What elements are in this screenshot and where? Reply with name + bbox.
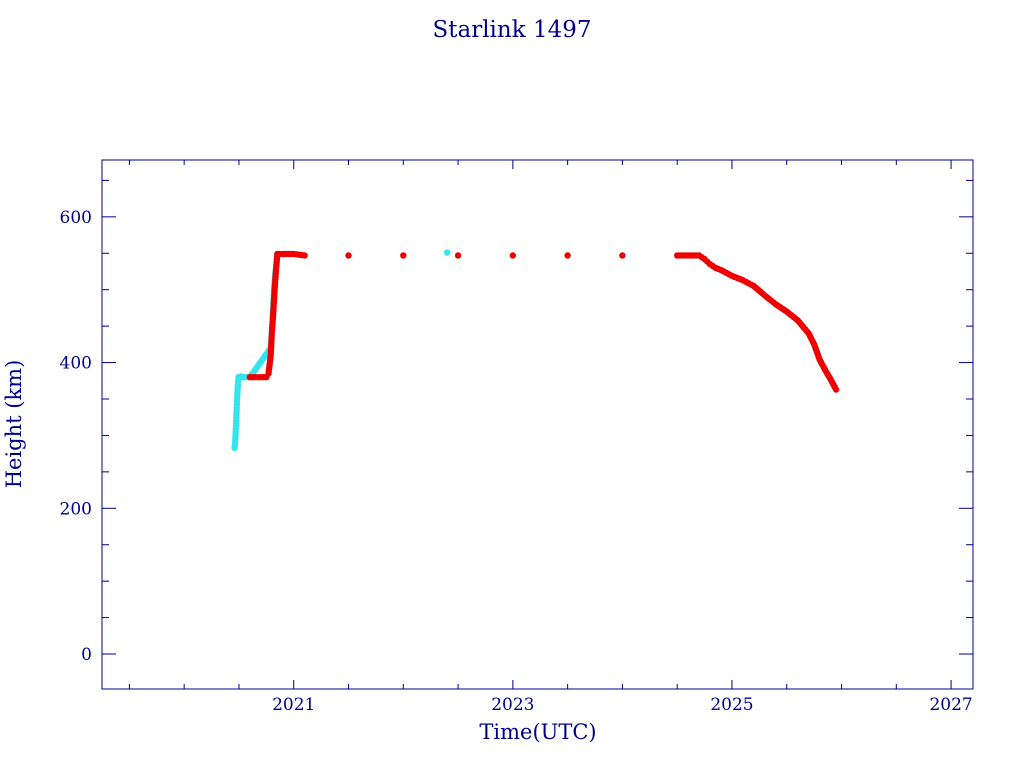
series-group xyxy=(231,249,451,452)
series-group xyxy=(246,250,840,393)
y-tick-label: 200 xyxy=(60,499,92,519)
data-point xyxy=(400,252,407,259)
data-point xyxy=(443,249,451,256)
axis-ticks xyxy=(102,160,973,689)
chart-title: Starlink 1497 xyxy=(432,17,591,43)
y-axis-label: Height (km) xyxy=(2,360,26,489)
tick-labels: 2021 2023 2025 2027 0 200 400 600 xyxy=(60,208,973,715)
data-point xyxy=(619,252,626,259)
y-tick-label: 0 xyxy=(81,645,92,665)
data-point xyxy=(832,386,840,393)
data-point xyxy=(564,252,571,259)
x-tick-label: 2023 xyxy=(491,695,534,715)
plot-frame xyxy=(101,159,974,690)
x-tick-label: 2027 xyxy=(929,695,972,715)
x-axis-label: Time(UTC) xyxy=(479,720,596,744)
x-tick-label: 2021 xyxy=(272,695,315,715)
x-tick-label: 2025 xyxy=(710,695,753,715)
data-point xyxy=(454,252,462,259)
data-point xyxy=(345,252,352,259)
data-point xyxy=(509,252,517,259)
data-point xyxy=(301,252,308,259)
data-points xyxy=(231,249,840,452)
y-tick-label: 400 xyxy=(60,354,92,374)
y-tick-label: 600 xyxy=(60,208,92,228)
